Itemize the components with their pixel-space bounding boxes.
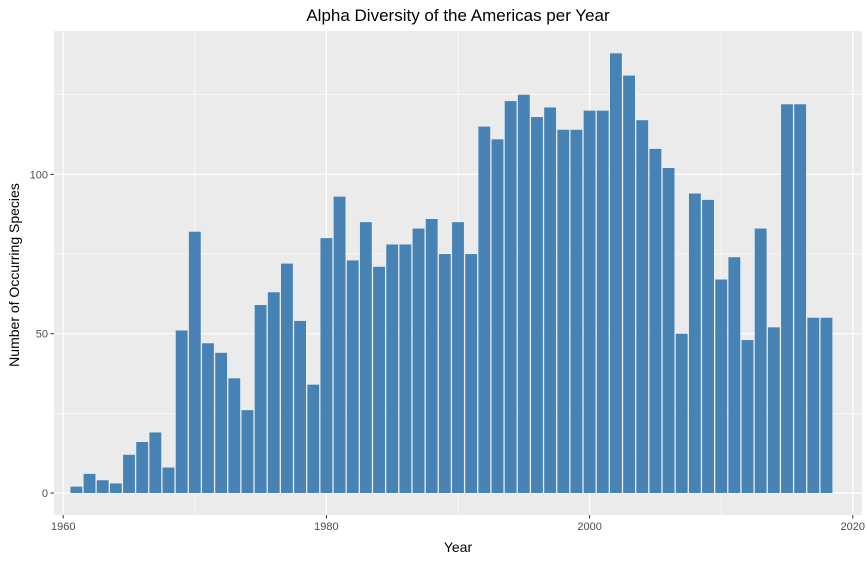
bar — [491, 139, 504, 494]
bar — [452, 222, 464, 494]
bar — [162, 467, 175, 494]
bar — [504, 101, 517, 494]
chart-title: Alpha Diversity of the Americas per Year — [306, 6, 610, 25]
bar — [649, 148, 662, 494]
bar — [767, 327, 780, 494]
bar — [754, 228, 767, 494]
x-tick-label: 2000 — [577, 521, 601, 533]
bar — [307, 384, 320, 494]
bar — [83, 473, 96, 494]
bar — [215, 352, 228, 494]
bar — [109, 483, 122, 494]
bar — [794, 104, 807, 494]
bar — [346, 260, 359, 494]
bar — [123, 454, 135, 494]
bar — [294, 320, 307, 494]
bar — [465, 254, 478, 494]
bar — [544, 107, 557, 494]
y-tick-label: 100 — [30, 169, 48, 181]
bar — [254, 305, 267, 494]
x-tick-label: 1960 — [51, 521, 75, 533]
bar — [688, 193, 701, 494]
bar — [662, 168, 675, 494]
y-tick-label: 0 — [42, 488, 48, 500]
bar — [609, 53, 622, 494]
bar — [228, 378, 241, 494]
bar — [175, 330, 188, 494]
bars — [70, 53, 833, 494]
bar — [320, 238, 333, 494]
bar — [438, 254, 451, 494]
bar — [386, 244, 399, 494]
bar — [136, 442, 149, 494]
bar — [728, 257, 741, 494]
bar — [807, 317, 820, 494]
bar — [478, 126, 491, 494]
bar — [188, 231, 201, 494]
bar — [149, 432, 162, 494]
bar — [596, 110, 609, 494]
y-tick-label: 50 — [36, 329, 48, 341]
x-axis-title: Year — [444, 539, 473, 555]
bar — [425, 218, 438, 494]
bar — [741, 340, 754, 494]
bar — [202, 343, 214, 494]
bar — [281, 263, 293, 494]
bar — [781, 104, 793, 494]
bar — [570, 129, 583, 494]
bar — [96, 480, 109, 494]
bar — [517, 94, 530, 494]
bar — [267, 292, 280, 494]
x-tick-label: 2020 — [841, 521, 865, 533]
bar — [373, 266, 385, 494]
bar — [359, 222, 372, 494]
bar — [820, 317, 833, 494]
bar — [399, 244, 412, 494]
y-axis-title: Number of Occurring Species — [6, 183, 22, 367]
bar — [412, 228, 425, 494]
bar — [531, 117, 543, 494]
bar — [623, 75, 635, 494]
bar — [583, 110, 596, 494]
bar — [241, 410, 254, 494]
bar — [70, 486, 83, 494]
bar — [715, 279, 728, 494]
bar — [557, 129, 570, 494]
bar — [636, 120, 649, 494]
axes: 1960 1980 2000 2020 0 50 100 — [30, 169, 865, 533]
bar — [333, 196, 346, 494]
bar — [675, 333, 688, 494]
x-tick-label: 1980 — [314, 521, 338, 533]
bar — [702, 199, 714, 494]
